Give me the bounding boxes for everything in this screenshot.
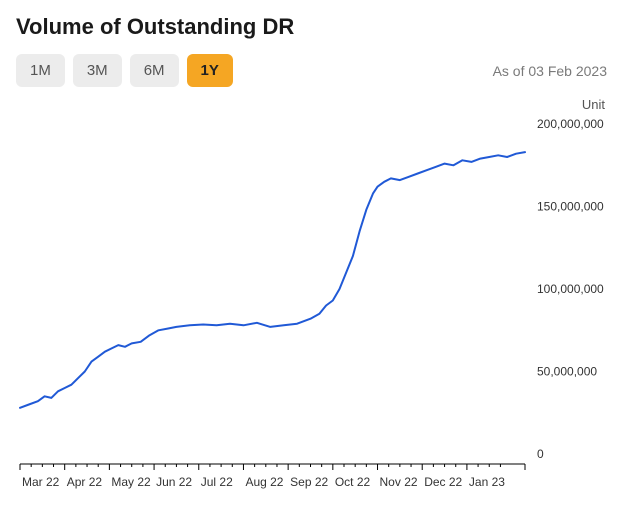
svg-text:Jul 22: Jul 22 (201, 475, 233, 489)
range-button-3m[interactable]: 3M (73, 54, 122, 87)
svg-text:May 22: May 22 (111, 475, 151, 489)
as-of-label: As of 03 Feb 2023 (493, 63, 607, 79)
svg-text:Jun 22: Jun 22 (156, 475, 192, 489)
svg-text:200,000,000: 200,000,000 (537, 117, 604, 131)
controls-row: 1M3M6M1Y As of 03 Feb 2023 (16, 54, 607, 87)
svg-text:Jan 23: Jan 23 (469, 475, 505, 489)
svg-text:Dec 22: Dec 22 (424, 475, 462, 489)
range-button-1m[interactable]: 1M (16, 54, 65, 87)
svg-text:Mar 22: Mar 22 (22, 475, 60, 489)
svg-text:150,000,000: 150,000,000 (537, 200, 604, 214)
svg-text:100,000,000: 100,000,000 (537, 282, 604, 296)
chart-title: Volume of Outstanding DR (16, 14, 607, 40)
unit-label: Unit (16, 97, 607, 112)
range-button-6m[interactable]: 6M (130, 54, 179, 87)
svg-text:Sep 22: Sep 22 (290, 475, 328, 489)
svg-text:Oct 22: Oct 22 (335, 475, 371, 489)
svg-text:Aug 22: Aug 22 (245, 475, 283, 489)
svg-text:Apr 22: Apr 22 (67, 475, 103, 489)
range-button-1y[interactable]: 1Y (187, 54, 233, 87)
svg-text:0: 0 (537, 447, 544, 461)
svg-text:50,000,000: 50,000,000 (537, 365, 597, 379)
svg-text:Nov 22: Nov 22 (380, 475, 418, 489)
range-button-group: 1M3M6M1Y (16, 54, 233, 87)
line-chart: Mar 22 Apr 22 May 22 Jun 22 Jul 22 Aug 22 Sep … (16, 116, 607, 496)
